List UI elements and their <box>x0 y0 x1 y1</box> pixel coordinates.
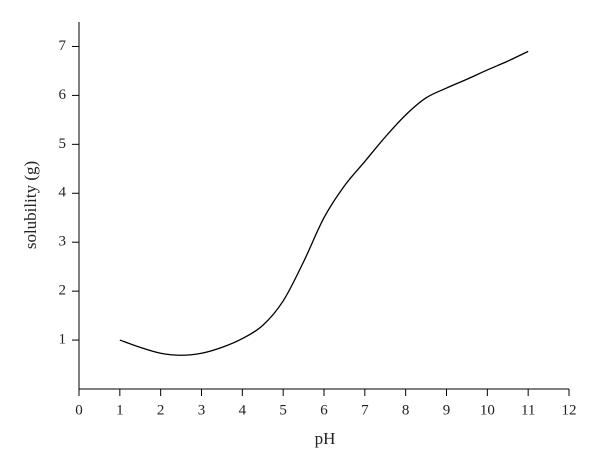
x-tick-label: 3 <box>198 402 206 418</box>
y-tick-label: 1 <box>59 332 67 348</box>
y-axis-label: solubility (g) <box>21 161 40 249</box>
y-tick-label: 4 <box>59 185 67 201</box>
data-line <box>119 50 529 356</box>
x-tick-label: 11 <box>521 402 535 418</box>
x-tick-label: 6 <box>320 402 328 418</box>
y-tick-label: 5 <box>59 136 67 152</box>
y-tick-label: 6 <box>59 87 67 103</box>
x-tick-label: 12 <box>562 402 577 418</box>
x-tick-label: 7 <box>361 402 369 418</box>
x-tick-label: 1 <box>116 402 124 418</box>
x-tick-label: 8 <box>402 402 410 418</box>
x-tick-label: 4 <box>239 402 247 418</box>
x-tick-label: 9 <box>443 402 451 418</box>
x-tick-label: 2 <box>157 402 165 418</box>
x-axis-label: pH <box>315 429 336 448</box>
y-tick-label: 3 <box>59 234 67 250</box>
x-tick-label: 0 <box>75 402 83 418</box>
x-tick-label: 5 <box>279 402 287 418</box>
y-tick-label: 2 <box>59 283 67 299</box>
x-tick-label: 10 <box>480 402 495 418</box>
y-tick-label: 7 <box>59 38 67 54</box>
